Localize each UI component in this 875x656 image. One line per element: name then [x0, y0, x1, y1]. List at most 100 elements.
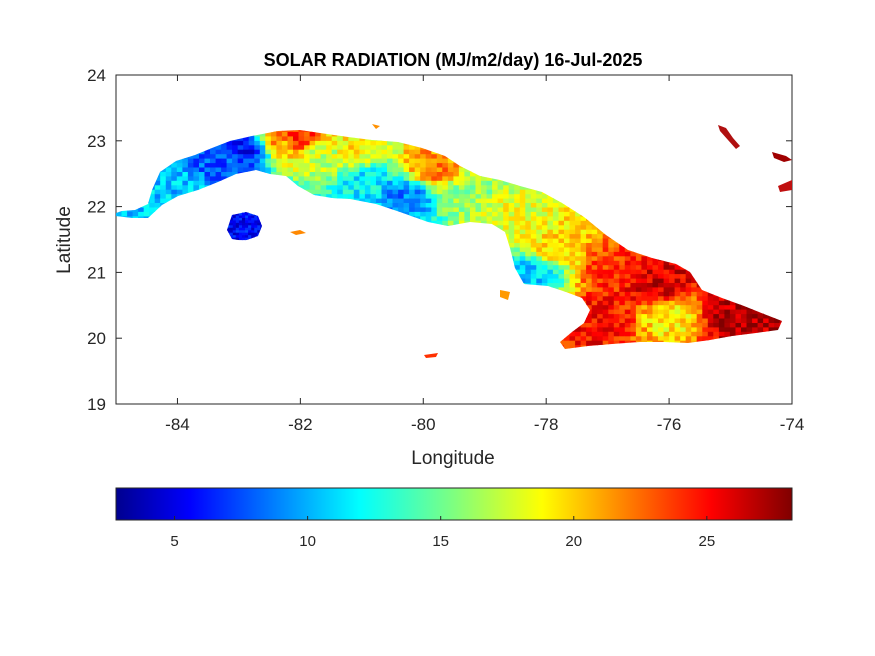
mainland-cell	[580, 242, 587, 248]
mainland-cell	[514, 233, 521, 239]
mainland-cell	[564, 260, 571, 266]
mainland-cell	[337, 180, 344, 186]
mainland-cell	[309, 158, 316, 164]
mainland-cell	[320, 153, 327, 159]
mainland-cell	[536, 211, 543, 217]
mainland-cell	[492, 211, 499, 217]
mainland-cell	[420, 162, 427, 168]
mainland-cell	[398, 193, 405, 199]
mainland-cell	[536, 251, 543, 257]
mainland-cell	[558, 220, 565, 226]
mainland-cell	[541, 220, 548, 226]
mainland-cell	[530, 246, 537, 252]
mainland-cell	[492, 189, 499, 195]
mainland-cell	[293, 130, 300, 132]
mainland-cell	[558, 233, 565, 239]
mainland-cell	[558, 255, 565, 261]
mainland-cell	[613, 331, 620, 337]
mainland-cell	[453, 206, 460, 212]
mainland-cell	[298, 131, 305, 137]
mainland-cell	[364, 167, 371, 172]
mainland-cell	[486, 180, 493, 186]
mainland-cell	[370, 162, 377, 168]
mainland-cell	[547, 246, 554, 252]
mainland-cell	[376, 140, 383, 146]
mainland-cell	[387, 202, 394, 208]
mainland-cell	[464, 184, 471, 190]
mainland-cell	[409, 206, 416, 212]
mainland-cell	[160, 189, 167, 195]
mainland-cell	[508, 246, 515, 252]
mainland-cell	[237, 158, 244, 164]
mainland-cell	[470, 171, 477, 177]
mainland-cell	[298, 162, 305, 168]
mainland-cell	[492, 193, 499, 199]
mainland-cell	[602, 251, 609, 257]
mainland-cell	[270, 149, 277, 155]
mainland-cell	[436, 162, 443, 168]
mainland-cell	[171, 184, 178, 190]
mainland-cell	[199, 158, 206, 164]
mainland-cell	[514, 251, 521, 257]
mainland-cell	[608, 326, 615, 332]
mainland-cell	[536, 260, 543, 266]
mainland-cell	[575, 340, 582, 346]
mainland-cell	[259, 167, 266, 172]
mainland-cell	[315, 140, 322, 146]
mainland-cell	[420, 158, 427, 164]
mainland-cell	[597, 251, 604, 257]
mainland-cell	[508, 193, 515, 199]
mainland-cell	[342, 153, 349, 159]
mainland-cell	[376, 189, 383, 195]
mainland-cell	[497, 215, 504, 221]
mainland-cell	[558, 260, 565, 266]
mainland-cell	[602, 313, 609, 319]
mainland-cell	[624, 331, 631, 337]
mainland-cell	[210, 167, 217, 172]
mainland-cell	[254, 162, 261, 168]
mainland-cell	[514, 189, 521, 195]
mainland-cell	[436, 220, 443, 226]
mainland-cell	[348, 162, 355, 168]
mainland-cell	[392, 180, 399, 186]
mainland-cell	[530, 220, 537, 226]
mainland-cell	[597, 269, 604, 275]
mainland-cell	[436, 215, 443, 221]
mainland-cell	[348, 140, 355, 146]
mainland-cell	[431, 153, 438, 159]
mainland-cell	[342, 162, 349, 168]
mainland-cell	[514, 198, 521, 203]
mainland-cell	[331, 162, 338, 168]
mainland-cell	[530, 215, 537, 221]
mainland-cell	[602, 309, 609, 315]
mainland-cell	[436, 206, 443, 212]
mainland-cell	[597, 309, 604, 315]
mainland-cell	[591, 286, 598, 292]
mainland-cell	[171, 162, 178, 168]
mainland-cell	[187, 180, 194, 186]
mainland-cell	[320, 167, 327, 172]
mainland-cell	[575, 251, 582, 257]
mainland-cell	[276, 144, 283, 150]
mainland-cell	[176, 162, 183, 168]
mainland-cell	[541, 202, 548, 208]
mainland-cell	[204, 149, 211, 155]
mainland-cell	[309, 180, 316, 186]
mainland-cell	[613, 300, 620, 306]
mainland-cell	[613, 278, 620, 283]
mainland-cell	[508, 202, 515, 208]
mainland-cell	[243, 153, 250, 159]
mainland-cell	[608, 335, 615, 341]
mainland-cell	[508, 242, 515, 248]
mainland-cell	[475, 206, 482, 212]
mainland-cell	[519, 238, 526, 243]
mainland-cell	[575, 344, 582, 349]
mainland-cell	[530, 193, 537, 199]
mainland-cell	[298, 184, 305, 190]
mainland-cell	[420, 180, 427, 186]
mainland-cell	[508, 224, 515, 230]
mainland-cell	[265, 153, 272, 159]
mainland-cell	[364, 144, 371, 150]
mainland-cell	[293, 135, 300, 141]
mainland-cell	[624, 309, 631, 315]
